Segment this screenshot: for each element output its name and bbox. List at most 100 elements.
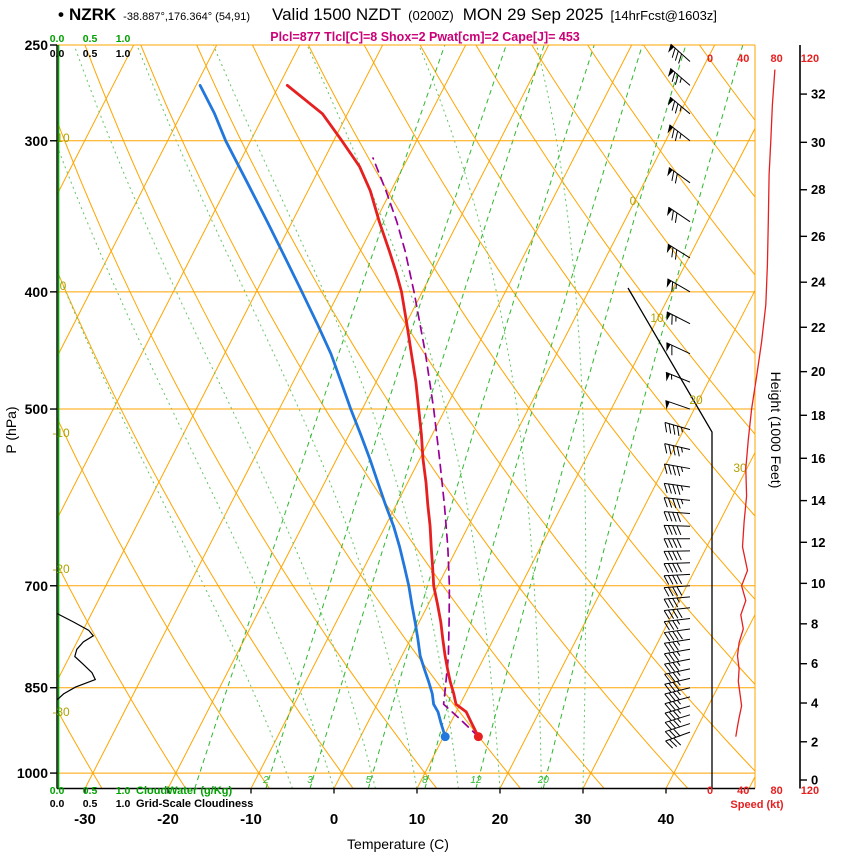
svg-text:0.5: 0.5 — [83, 48, 98, 60]
svg-text:0.5: 0.5 — [83, 785, 98, 797]
svg-text:2: 2 — [262, 775, 269, 786]
speed-curve — [735, 69, 776, 737]
cloudwater-scale: 0.0 0.0 0.5 0.5 1.0 1.0 CloudWater (g/Kg) — [50, 33, 233, 797]
svg-text:0: 0 — [630, 194, 637, 208]
station-coords: -38.887°,176.364° (54,91) — [123, 11, 251, 23]
svg-text:CloudWater (g/Kg): CloudWater (g/Kg) — [136, 785, 232, 797]
surface-dewpoint-dot — [440, 732, 450, 742]
svg-text:250: 250 — [25, 37, 49, 53]
svg-text:Grid-Scale Cloudiness: Grid-Scale Cloudiness — [136, 798, 253, 810]
sounding-parameters: Plcl=877 Tlcl[C]=8 Shox=2 Pwat[cm]=2 Cap… — [270, 30, 580, 44]
svg-text:22: 22 — [811, 320, 825, 335]
svg-text:-10: -10 — [240, 811, 262, 828]
svg-text:80: 80 — [770, 785, 782, 797]
station-name: NZRK — [68, 5, 117, 24]
svg-text:1.0: 1.0 — [116, 785, 131, 797]
svg-text:20: 20 — [492, 811, 509, 828]
station-bullet: • — [58, 5, 64, 24]
mixing-ratio-lines — [194, 45, 744, 789]
svg-text:120: 120 — [801, 53, 819, 65]
svg-text:28: 28 — [811, 182, 825, 197]
svg-text:40: 40 — [737, 53, 749, 65]
surface-temp-dot — [473, 732, 483, 742]
wind-barbs — [663, 43, 691, 749]
svg-text:40: 40 — [658, 811, 675, 828]
svg-text:1.0: 1.0 — [116, 798, 131, 810]
svg-text:0.0: 0.0 — [50, 48, 65, 60]
svg-text:0: 0 — [330, 811, 338, 828]
svg-text:30: 30 — [733, 461, 747, 475]
svg-text:500: 500 — [25, 401, 49, 417]
svg-text:0.5: 0.5 — [83, 33, 98, 45]
svg-text:5: 5 — [366, 775, 372, 786]
svg-text:1.0: 1.0 — [116, 33, 131, 45]
boundary-line — [627, 287, 713, 789]
svg-text:-20: -20 — [157, 811, 179, 828]
svg-text:12: 12 — [811, 535, 825, 550]
svg-text:6: 6 — [811, 656, 818, 671]
svg-text:4: 4 — [811, 696, 819, 711]
svg-text:14: 14 — [811, 493, 826, 508]
temperature-curve — [285, 84, 480, 739]
svg-text:80: 80 — [770, 53, 782, 65]
svg-text:20: 20 — [537, 775, 550, 786]
svg-text:0: 0 — [707, 53, 713, 65]
svg-text:1.0: 1.0 — [116, 48, 131, 60]
isotherm-lines — [57, 45, 755, 789]
svg-text:0.5: 0.5 — [83, 798, 98, 810]
svg-text:1000: 1000 — [17, 765, 48, 781]
plot-border — [56, 45, 756, 790]
valid-date-label: MON 29 Sep 2025 — [462, 5, 604, 24]
dewpoint-curve — [198, 84, 447, 739]
cloudiness-profile-line — [56, 612, 97, 701]
chart-title-row: • NZRK -38.887°,176.364° (54,91) Valid 1… — [58, 5, 848, 25]
pressure-axis: 250 300 400 500 700 850 1000 P (hPa) — [3, 37, 57, 781]
dry-adiabat-lines — [57, 45, 755, 789]
svg-text:18: 18 — [811, 408, 825, 423]
mixing-ratio-labels: 2 3 5 8 12 20 — [262, 775, 549, 786]
svg-text:0: 0 — [60, 279, 67, 293]
svg-text:20: 20 — [811, 364, 825, 379]
svg-text:-30: -30 — [52, 705, 70, 719]
svg-text:-20: -20 — [52, 562, 70, 576]
svg-text:0.0: 0.0 — [50, 33, 65, 45]
svg-text:10: 10 — [811, 576, 825, 591]
isobar-lines — [57, 44, 755, 774]
svg-text:8: 8 — [811, 616, 818, 631]
svg-text:20: 20 — [689, 393, 703, 407]
svg-text:2: 2 — [811, 734, 818, 749]
svg-text:26: 26 — [811, 229, 825, 244]
parcel-curve — [372, 157, 480, 738]
moist-adiabat-lines — [57, 45, 587, 789]
svg-text:30: 30 — [575, 811, 592, 828]
svg-text:10: 10 — [650, 311, 664, 325]
svg-text:300: 300 — [25, 133, 49, 149]
svg-text:850: 850 — [25, 680, 49, 696]
adiabat-and-isotherm-labels: 10 0 -10 -20 -30 0 10 20 30 — [52, 131, 747, 719]
svg-text:Temperature (C): Temperature (C) — [347, 836, 449, 852]
forecast-tag: [14hrFcst@1603z] — [610, 8, 717, 23]
svg-text:32: 32 — [811, 87, 825, 102]
valid-time-label: Valid 1500 NZDT — [272, 5, 402, 24]
svg-text:-30: -30 — [74, 811, 96, 828]
svg-text:10: 10 — [56, 131, 70, 145]
svg-text:0.0: 0.0 — [50, 785, 65, 797]
temperature-axis: -30 -20 -10 0 10 20 30 40 Temperature (C) — [74, 788, 675, 852]
svg-text:0.0: 0.0 — [50, 798, 65, 810]
svg-text:0: 0 — [811, 772, 818, 787]
svg-text:700: 700 — [25, 578, 49, 594]
svg-text:400: 400 — [25, 284, 49, 300]
svg-text:Speed (kt): Speed (kt) — [730, 799, 784, 811]
cloudiness-scale: 0.00.00.50.51.01.0 Grid-Scale Cloudiness — [50, 48, 254, 810]
svg-text:12: 12 — [470, 775, 482, 786]
svg-text:40: 40 — [737, 785, 749, 797]
svg-text:Height (1000 Feet): Height (1000 Feet) — [768, 372, 784, 489]
svg-text:16: 16 — [811, 451, 825, 466]
svg-text:30: 30 — [811, 135, 825, 150]
svg-text:8: 8 — [422, 775, 428, 786]
svg-text:0: 0 — [707, 785, 713, 797]
